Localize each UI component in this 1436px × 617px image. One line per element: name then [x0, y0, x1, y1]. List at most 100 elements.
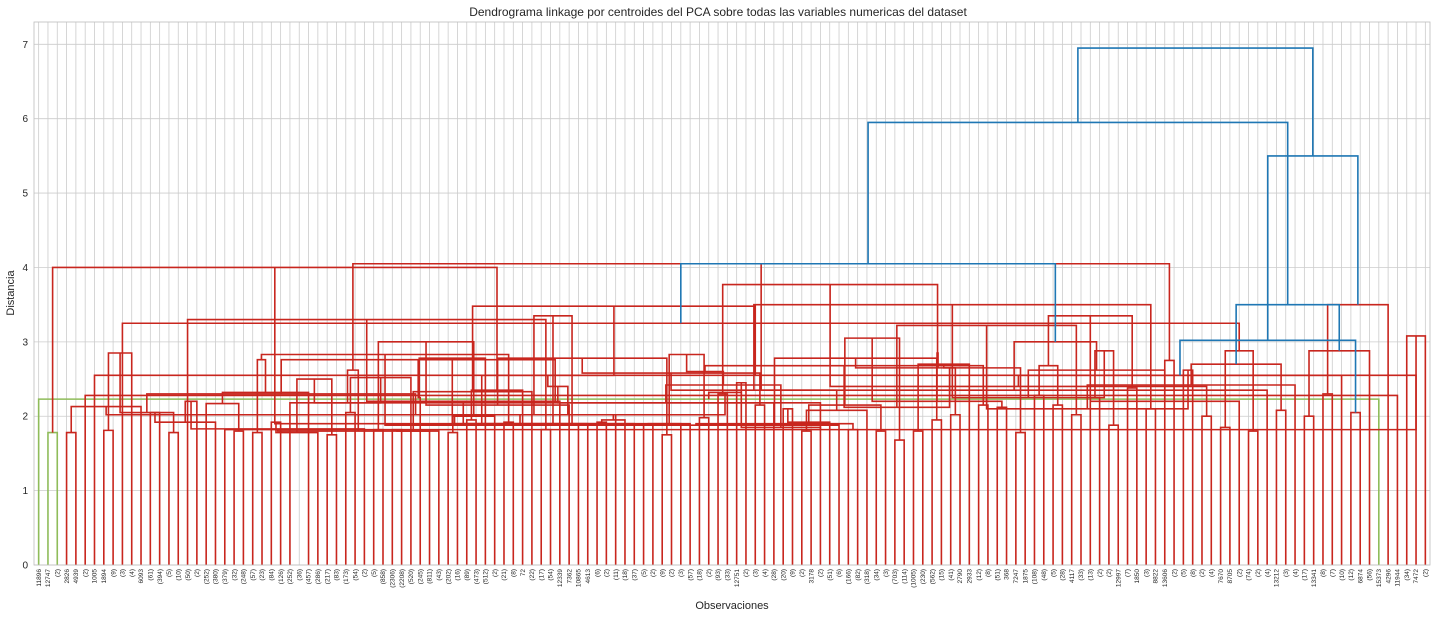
- x-leaf-label: (5): [166, 569, 173, 577]
- x-leaf-label: (9): [110, 569, 117, 577]
- x-leaf-label: (520): [408, 569, 415, 584]
- dendrogram-link: [735, 381, 747, 565]
- dendrogram-link: [533, 315, 573, 424]
- x-leaf-label: 8705: [1227, 569, 1234, 584]
- x-leaf-label: (858): [380, 569, 387, 584]
- x-leaf-label: (2): [818, 569, 825, 577]
- x-leaf-label: (562): [929, 569, 936, 584]
- x-leaf-label: 1850: [1134, 569, 1141, 584]
- x-leaf-label: (54): [352, 569, 359, 581]
- x-leaf-label: (379): [222, 569, 229, 584]
- x-leaf-label: (2): [82, 569, 89, 577]
- x-axis-leaf-labels: 11896 12747 (2) 2826 4939 (2) 1005 1894 (9) (3) (4…: [36, 569, 1430, 588]
- dendrogram-link: [698, 416, 710, 565]
- x-leaf-label: (18): [697, 569, 704, 581]
- dendrogram-link: [313, 377, 382, 404]
- dendrogram-link: [465, 419, 477, 565]
- x-leaf-label: (2): [1199, 569, 1206, 577]
- x-leaf-label: (473): [473, 569, 480, 584]
- dendrogram-link: [447, 431, 459, 565]
- x-leaf-label: 7362: [566, 569, 573, 584]
- dendrogram-link: [787, 408, 831, 565]
- y-tick-label: 1: [22, 486, 28, 497]
- x-leaf-label: (56): [1367, 569, 1374, 581]
- dendrogram-link: [1086, 384, 1296, 565]
- x-leaf-label: (43): [436, 569, 443, 581]
- x-leaf-label: (5): [1181, 569, 1188, 577]
- x-leaf-label: 4939: [73, 569, 80, 584]
- dendrogram-link: [412, 390, 533, 565]
- dendrogram-link: [875, 430, 887, 565]
- x-leaf-label: (380): [213, 569, 220, 584]
- x-leaf-label: (34): [873, 569, 880, 581]
- dendrogram-link: [184, 400, 198, 565]
- y-axis-ticks: 0 1 2 3 4 5 6 7: [22, 40, 28, 572]
- x-leaf-label: (3): [883, 569, 890, 577]
- x-leaf-label: 12997: [1115, 569, 1122, 587]
- x-leaf-label: (2): [1255, 569, 1262, 577]
- x-leaf-label: 1005: [92, 569, 99, 584]
- x-leaf-label: (2306): [390, 569, 397, 588]
- x-leaf-label: 1894: [101, 569, 108, 584]
- dendrogram-link: [275, 422, 319, 565]
- x-leaf-label: (2): [1171, 569, 1178, 577]
- x-leaf-label: 6093: [138, 569, 145, 584]
- x-leaf-label: (51): [827, 569, 834, 581]
- x-leaf-label: (4): [1208, 569, 1215, 577]
- x-leaf-label: (17): [538, 569, 545, 581]
- x-leaf-label: (2): [492, 569, 499, 577]
- x-leaf-label: (2): [1236, 569, 1243, 577]
- x-leaf-label: (3): [1143, 569, 1150, 577]
- x-leaf-label: (126): [278, 569, 285, 584]
- dendrogram-link: [154, 412, 217, 565]
- x-leaf-label: (82): [855, 569, 862, 581]
- dendrogram-link: [1070, 413, 1082, 565]
- dendrogram-link: [168, 431, 180, 565]
- dendrogram-link: [384, 354, 580, 565]
- dendrogram-link: [1303, 415, 1315, 565]
- x-leaf-label: (457): [306, 569, 313, 584]
- x-leaf-label: (108): [1032, 569, 1039, 584]
- x-leaf-label: (394): [157, 569, 164, 584]
- dendrogram-link: [867, 121, 1289, 305]
- x-leaf-label: 15373: [1376, 569, 1383, 587]
- dendrogram-link: [1033, 394, 1045, 565]
- x-leaf-label: (2): [54, 569, 61, 577]
- x-leaf-label: (13): [1088, 569, 1095, 581]
- dendrogram-link: [270, 421, 282, 565]
- x-leaf-label: 12339: [557, 569, 564, 587]
- dendrogram-link: [600, 419, 626, 565]
- x-leaf-label: (10): [175, 569, 182, 581]
- x-leaf-label: (61): [148, 569, 155, 581]
- x-leaf-label: (16): [455, 569, 462, 581]
- x-leaf-label: (4): [129, 569, 136, 577]
- dendrogram-link: [547, 375, 569, 415]
- x-leaf-label: (89): [464, 569, 471, 581]
- dendrogram-link: [1047, 315, 1133, 388]
- x-leaf-label: (11): [613, 569, 620, 580]
- x-leaf-label: 8822: [1153, 569, 1160, 584]
- chart-title: Dendrograma linkage por centroides del P…: [469, 5, 967, 19]
- dendrogram-link: [917, 363, 971, 565]
- x-leaf-label: (4): [762, 569, 769, 577]
- x-leaf-label: (17): [1302, 569, 1309, 581]
- x-leaf-label: 13341: [1311, 569, 1318, 587]
- x-leaf-label: (248): [241, 569, 248, 584]
- dendrogram-link: [65, 431, 77, 565]
- x-leaf-label: (252): [287, 569, 294, 584]
- dendrogram-link: [1163, 359, 1175, 565]
- x-leaf-label: 2790: [957, 569, 964, 584]
- dendrogram-link: [119, 353, 175, 433]
- x-leaf-label: (37): [631, 569, 638, 581]
- dendrogram-link: [996, 406, 1008, 565]
- x-leaf-label: (3): [120, 569, 127, 577]
- x-leaf-label: 4296: [1385, 569, 1392, 584]
- x-leaf-label: 7472: [1413, 569, 1420, 584]
- x-leaf-label: (9): [790, 569, 797, 577]
- x-leaf-label: (2): [706, 569, 713, 577]
- x-leaf-label: (286): [315, 569, 322, 584]
- x-leaf-label: (4): [1264, 569, 1271, 577]
- dendrogram-link: [1350, 411, 1361, 565]
- x-leaf-label: (2): [194, 569, 201, 577]
- x-leaf-label: (33): [1078, 569, 1085, 581]
